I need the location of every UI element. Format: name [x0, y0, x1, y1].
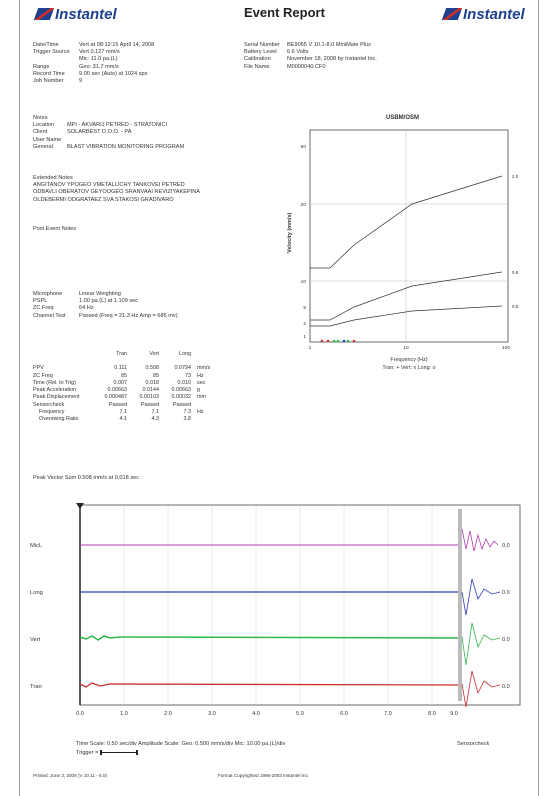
data-point-vert: [336, 339, 340, 343]
page-title: Event Report: [244, 5, 325, 20]
channel-label-vert: Vert: [30, 637, 41, 643]
channel-right-value: 0.0: [502, 684, 510, 690]
x-tick-label: 1: [309, 345, 312, 351]
instantel-logo-mark-icon: [441, 8, 463, 20]
y-tick-label: 5: [303, 305, 306, 311]
trigger-range-icon: [99, 750, 138, 756]
y-tick-label: 2: [303, 321, 306, 327]
data-point-vert: [346, 339, 350, 343]
x-tick-label: 2.0: [164, 711, 172, 717]
data-point-long: [342, 339, 346, 343]
x-tick-label: 8.0: [428, 711, 436, 717]
table-row: Overswing Ratio 4.1 4.3 3.8: [39, 416, 191, 423]
sensorcheck-micl: [461, 528, 499, 552]
curve-label: 0.8: [512, 270, 519, 275]
usbm-limit-curve-2: [310, 271, 503, 321]
x-tick-label: 6.0: [340, 711, 348, 717]
x-tick-label: 7.0: [384, 711, 392, 717]
y-tick-label: 1: [303, 334, 306, 340]
table-row: Frequency 7.1 7.1 7.3 Hz: [39, 409, 204, 416]
instantel-logo-mark-icon: [33, 8, 55, 20]
usbm-x-ticks: 1 10 100: [309, 345, 511, 351]
table-row: Sensorcheck Passed Passed Passed: [33, 401, 191, 408]
footer-printed: Printed: June 3, 2008 (V 10.11 - 8.0): [33, 773, 107, 778]
y-tick-label: 10: [301, 279, 307, 285]
trigger-legend: Trigger =: [76, 750, 138, 757]
usbm-chart-title: USBM/OSM: [386, 115, 419, 121]
peak-summary-table: Tran Vert Long PPV 0.111 0.508 0.0794 mm/s Z…: [30, 350, 213, 423]
waveform-x-ticks: 0.0 1.0 2.0 3.0 4.0 5.0 6.0 7.0 8.0 9.0: [76, 711, 458, 717]
notes-values: MPI - AKVARIJ PETRED - STRATONICI SOLARBE…: [67, 122, 185, 150]
usbm-y-ticks: 50 20 10 5 2 1: [301, 144, 307, 340]
y-tick-label: 20: [301, 202, 307, 208]
channel-right-value: 0.0: [502, 543, 510, 549]
x-tick-label: 4.0: [252, 711, 260, 717]
trigger-marker-icon: [76, 503, 84, 509]
table-row: PPV 0.111 0.508 0.0794 mm/s: [33, 365, 211, 372]
sensorcheck-long: [461, 578, 501, 616]
extended-notes: Extended Notes ANGITANOV YPOGEO VMETALLI…: [33, 175, 201, 203]
usbm-data-points: [320, 339, 356, 343]
usbm-plot-area: [309, 129, 509, 343]
report-frame: [19, 0, 539, 796]
usbm-osm-chart: USBM/OSM 50 20 10 5 2 1 Velocity (mm/s) …: [287, 115, 519, 371]
usbm-y-axis-label: Velocity (mm/s): [287, 212, 293, 253]
svg-text:Vert: Vert: [30, 637, 41, 643]
usbm-limit-curve-1: [310, 175, 503, 269]
instantel-logo-right: Instantel: [441, 6, 525, 23]
curve-label: 0.5: [512, 304, 519, 309]
x-tick-label: 5.0: [296, 711, 304, 717]
svg-text:Long: Long: [30, 590, 43, 596]
usbm-limit-curve-3: [310, 305, 503, 327]
trace-vert: [79, 635, 459, 641]
svg-text:Tran: Tran: [30, 684, 42, 690]
notes-labels: Notes Location Client User Name General: [33, 115, 62, 150]
table-row: Peak Acceleration 0.00663 0.0144 0.00663 g: [33, 387, 200, 394]
sensorcheck-label: Sensorcheck: [457, 741, 490, 747]
x-tick-label: 9.0: [450, 711, 458, 717]
channel-right-value: 0.0: [502, 590, 510, 596]
table-header-row: Tran Vert Long: [116, 350, 191, 357]
usbm-x-axis-label: Frequency (Hz): [390, 357, 427, 363]
microphone-labels: Microphone PSPL ZC Freq Channel Test: [33, 291, 66, 319]
x-tick-label: 10: [403, 345, 409, 351]
y-tick-label: 50: [301, 144, 307, 150]
waveform-grid: [123, 505, 433, 705]
data-point-vert: [332, 339, 336, 343]
x-tick-label: 3.0: [208, 711, 216, 717]
channel-right-value: 0.0: [502, 637, 510, 643]
table-row: ZC Freq 85 85 73 Hz: [33, 372, 204, 379]
data-point-tran: [326, 339, 330, 343]
sensorcheck-tran: [461, 670, 501, 708]
sensorcheck-divider: [458, 509, 462, 701]
svg-text:MicL: MicL: [30, 543, 43, 549]
channel-label-micl: MicL: [30, 543, 43, 549]
info-right-values: BE9055 V 10.1-8.0 MiniMate Plus 6.6 Volts…: [287, 42, 377, 70]
usbm-legend: Tran: + Vert: x Long: o: [382, 365, 435, 371]
data-point-tran: [352, 339, 356, 343]
sensorcheck-vert: [461, 622, 501, 666]
waveform-chart: MicL Long Vert Tran 0.0 0.0 0.0 0.0 0.0 …: [30, 503, 521, 717]
channel-label-tran: Tran: [30, 684, 42, 690]
x-tick-label: 100: [502, 345, 510, 351]
microphone-values: Linear Weighting 1.00 pa.(L) at 1.109 sec…: [79, 291, 178, 319]
info-left-values: Vert at 08:12:15 April 14, 2008 Vert 0.12…: [79, 42, 155, 85]
instantel-logo-left: Instantel: [33, 6, 117, 23]
info-left-labels: Date/Time Trigger Source Range Record Time…: [33, 42, 70, 85]
post-event-notes: Post Event Notes: [33, 226, 77, 232]
footer-copyright: Format Copyrighted 1996-2003 Instantel I…: [218, 773, 310, 778]
trace-tran: [79, 682, 459, 688]
curve-label: 2.0: [512, 174, 519, 179]
table-row: Time (Rel. to Trig) 0.007 0.018 0.010 sec: [33, 379, 206, 386]
data-point-tran: [320, 339, 324, 343]
peak-vector-sum: Peak Vector Sum 0.508 mm/s at 0.018 sec: [33, 475, 140, 481]
table-row: Peak Displacement 0.000487 0.00103 0.00032 m…: [33, 394, 206, 401]
x-tick-label: 0.0: [76, 711, 84, 717]
channel-label-long: Long: [30, 590, 43, 596]
usbm-grid: [310, 130, 508, 342]
info-right-labels: Serial Number Battery Level Calibration Fil…: [244, 42, 280, 70]
x-tick-label: 1.0: [120, 711, 128, 717]
time-scale-caption: Time Scale: 0.50 sec/div Amplitude Scale…: [76, 741, 286, 747]
